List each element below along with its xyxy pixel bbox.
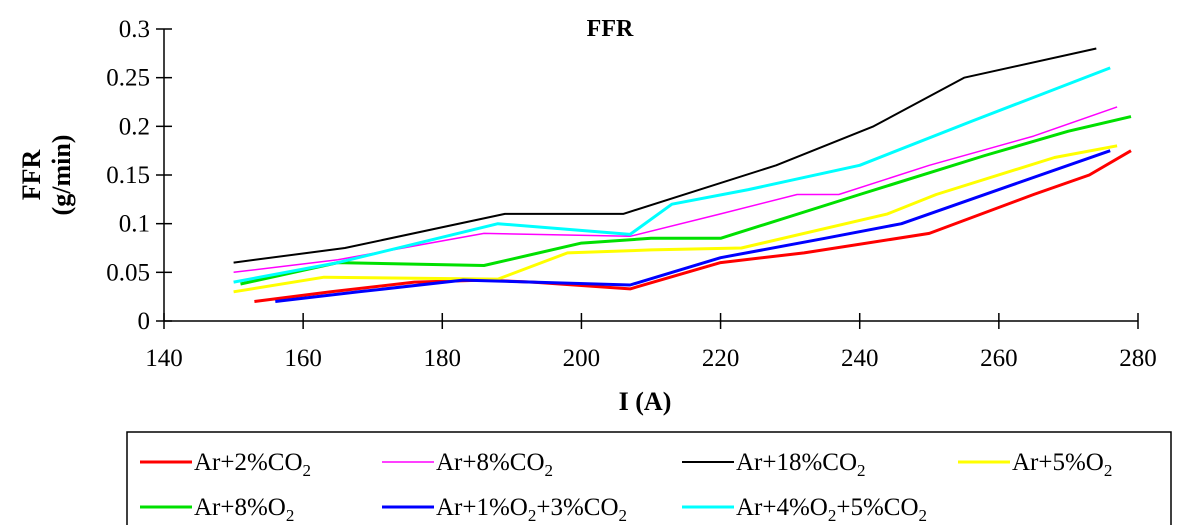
axes: 140 160 180 200 220 240 260 280 0 0.05 0.1 0.15 0.2 0… bbox=[106, 16, 1157, 372]
legend-label-1: Ar+2%CO2 bbox=[194, 449, 311, 480]
series-line-2 bbox=[233, 106, 1118, 274]
legend-label-5: Ar+8%O2 bbox=[194, 494, 294, 525]
series-line-7 bbox=[233, 66, 1111, 284]
series-line-5 bbox=[240, 115, 1132, 286]
x-axis-label: I (A) bbox=[619, 387, 672, 416]
legend-label-3: Ar+18%CO2 bbox=[736, 449, 866, 480]
series-line-3 bbox=[233, 47, 1097, 264]
y-tick-label: 0.2 bbox=[119, 113, 150, 140]
series-line-4 bbox=[233, 144, 1118, 294]
y-axis-label-line1: FFR bbox=[17, 150, 46, 201]
y-tick-label: 0.05 bbox=[106, 259, 150, 286]
legend-label-4: Ar+5%O2 bbox=[1012, 449, 1112, 480]
y-tick-label: 0.15 bbox=[106, 162, 150, 189]
series-line-6 bbox=[275, 149, 1111, 303]
y-axis-label-line2: (g/min) bbox=[47, 135, 76, 216]
legend-label-6: Ar+1%O2+3%CO2 bbox=[436, 494, 627, 525]
x-tick-label: 180 bbox=[424, 345, 462, 372]
plot-lines bbox=[233, 47, 1132, 303]
series-line-1 bbox=[254, 149, 1132, 303]
y-tick-label: 0.3 bbox=[119, 16, 150, 43]
chart-title: FFR bbox=[587, 16, 634, 42]
legend-label-7: Ar+4%O2+5%CO2 bbox=[736, 494, 927, 525]
x-tick-label: 280 bbox=[1119, 345, 1157, 372]
x-tick-label: 140 bbox=[145, 345, 183, 372]
legend: Ar+2%CO2 Ar+8%CO2 Ar+18%CO2 Ar+5%O2 Ar+8%O2 A… bbox=[140, 449, 1112, 525]
x-tick-label: 160 bbox=[284, 345, 322, 372]
y-axis-label: FFR (g/min) bbox=[17, 135, 76, 216]
x-tick-label: 260 bbox=[980, 345, 1018, 372]
x-tick-label: 240 bbox=[841, 345, 879, 372]
x-tick-label: 200 bbox=[563, 345, 601, 372]
y-tick-label: 0.25 bbox=[106, 65, 150, 92]
y-tick-label: 0.1 bbox=[119, 211, 150, 238]
y-tick-label: 0 bbox=[138, 308, 151, 335]
x-tick-label: 220 bbox=[702, 345, 740, 372]
legend-box bbox=[126, 431, 1172, 525]
legend-label-2: Ar+8%CO2 bbox=[436, 449, 553, 480]
